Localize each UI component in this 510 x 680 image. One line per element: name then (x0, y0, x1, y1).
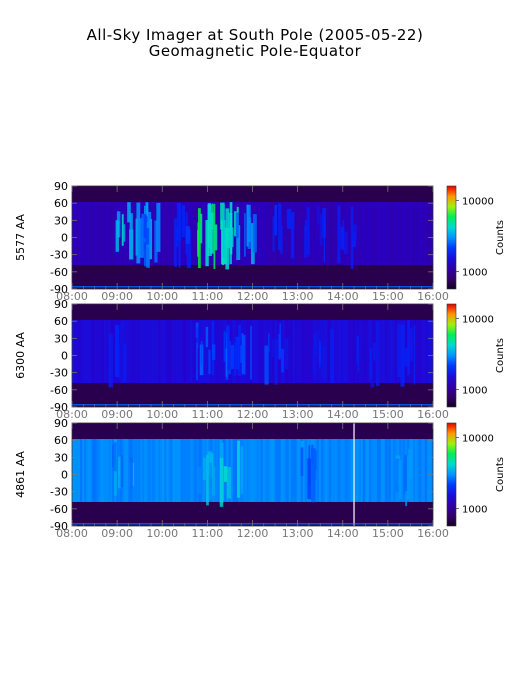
y-tick-label: 90 (54, 417, 68, 430)
colorbar (446, 185, 457, 290)
x-tick-label: 09:00 (101, 290, 133, 303)
x-tick-label: 12:00 (237, 290, 269, 303)
x-tick-label: 08:00 (56, 408, 88, 421)
x-tick-label: 11:00 (192, 408, 224, 421)
x-tick-label: 10:00 (146, 408, 178, 421)
x-tick-label: 09:00 (101, 408, 133, 421)
y-tick-label: 0 (61, 350, 68, 363)
x-tick-label: 11:00 (192, 290, 224, 303)
y-axis-label: 5577 AA (14, 214, 27, 261)
x-tick-label: 12:00 (237, 527, 269, 540)
x-tick-label: 11:00 (192, 527, 224, 540)
colorbar-tick-label: 10000 (462, 196, 494, 207)
y-tick-label: 0 (61, 232, 68, 245)
y-axis-label: 4861 AA (14, 451, 27, 498)
x-tick-label: 16:00 (417, 408, 449, 421)
y-tick-label: 60 (54, 315, 68, 328)
x-tick-label: 16:00 (417, 527, 449, 540)
y-tick-label: 60 (54, 434, 68, 447)
y-tick-label: -60 (50, 266, 68, 279)
x-tick-label: 10:00 (146, 290, 178, 303)
x-tick-label: 14:00 (327, 527, 359, 540)
y-tick-label: 30 (54, 451, 68, 464)
x-tick-label: 13:00 (282, 527, 314, 540)
x-tick-label: 14:00 (327, 290, 359, 303)
colorbar-tick-label: 10000 (462, 314, 494, 325)
x-tick-label: 15:00 (372, 527, 404, 540)
y-tick-label: -60 (50, 503, 68, 516)
colorbar-tick-label: 1000 (462, 385, 487, 396)
colorbar-label: Counts (495, 220, 506, 255)
x-tick-label: 09:00 (101, 527, 133, 540)
y-tick-label: 90 (54, 298, 68, 311)
colorbar-label: Counts (495, 338, 506, 373)
y-tick-label: -30 (50, 486, 68, 499)
y-tick-label: -30 (50, 367, 68, 380)
y-axis-label: 6300 AA (14, 332, 27, 379)
chart-title: All-Sky Imager at South Pole (2005-05-22… (86, 26, 424, 44)
y-tick-label: -90 (50, 401, 68, 414)
y-tick-label: 30 (54, 214, 68, 227)
y-tick-label: -30 (50, 249, 68, 262)
x-tick-label: 13:00 (282, 290, 314, 303)
colorbar-tick-label: 1000 (462, 504, 487, 515)
y-tick-label: 60 (54, 197, 68, 210)
colorbar-label: Counts (495, 457, 506, 492)
x-tick-label: 08:00 (56, 290, 88, 303)
colorbar (446, 422, 457, 527)
colorbar-tick-label: 10000 (462, 433, 494, 444)
x-tick-label: 12:00 (237, 408, 269, 421)
y-tick-label: -90 (50, 283, 68, 296)
x-tick-label: 08:00 (56, 527, 88, 540)
y-tick-label: 90 (54, 180, 68, 193)
y-tick-label: -90 (50, 520, 68, 533)
x-tick-label: 15:00 (372, 408, 404, 421)
y-tick-label: 0 (61, 469, 68, 482)
chart-subtitle: Geomagnetic Pole-Equator (148, 42, 362, 60)
y-tick-label: -60 (50, 384, 68, 397)
x-tick-label: 16:00 (417, 290, 449, 303)
colorbar (446, 303, 457, 408)
y-tick-label: 30 (54, 332, 68, 345)
heatmap-image (72, 186, 433, 289)
x-tick-label: 10:00 (146, 527, 178, 540)
colorbar-tick-label: 1000 (462, 267, 487, 278)
heatmap-image (72, 304, 433, 407)
x-tick-label: 13:00 (282, 408, 314, 421)
x-tick-label: 14:00 (327, 408, 359, 421)
x-tick-label: 15:00 (372, 290, 404, 303)
heatmap-image (72, 423, 433, 526)
